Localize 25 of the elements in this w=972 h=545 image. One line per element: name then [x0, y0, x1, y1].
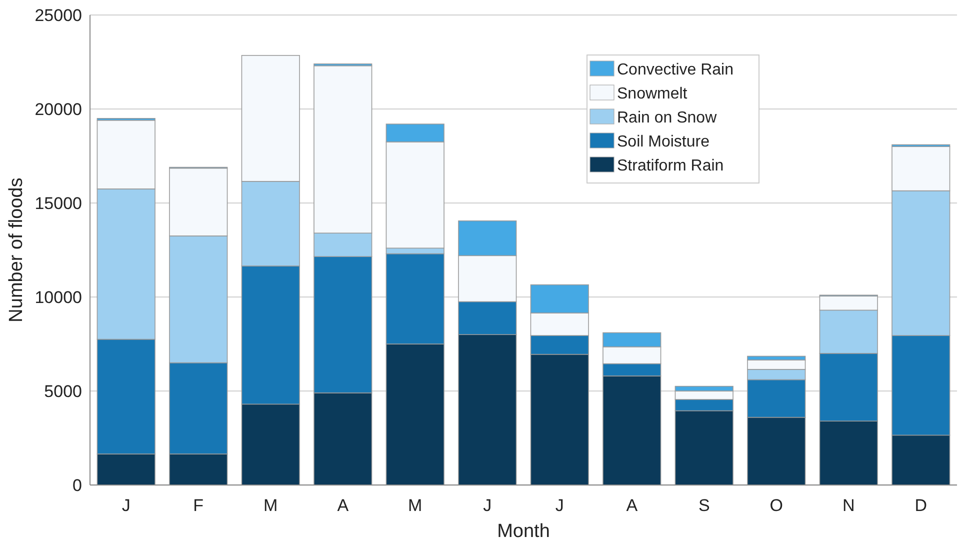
- y-tick-label: 5000: [44, 382, 82, 401]
- y-tick-label: 15000: [34, 194, 82, 213]
- x-tick-label: J: [483, 496, 492, 515]
- x-tick-label: S: [698, 496, 710, 515]
- y-axis-title: Number of floods: [6, 178, 27, 322]
- x-tick-label: F: [193, 496, 204, 515]
- x-tick-label: A: [337, 496, 350, 515]
- x-tick-label: N: [842, 496, 855, 515]
- x-tick-label: D: [914, 496, 928, 515]
- legend-label: Snowmelt: [617, 86, 688, 103]
- x-tick-label: A: [626, 496, 638, 515]
- y-tick-label: 20000: [34, 100, 82, 119]
- x-tick-label: M: [408, 496, 422, 515]
- x-tick-label: O: [770, 496, 783, 515]
- x-tick-label: J: [555, 496, 564, 515]
- x-tick-label: J: [122, 496, 130, 515]
- y-tick-label: 0: [72, 476, 82, 495]
- legend-label: Rain on Snow: [617, 110, 718, 127]
- x-axis-title: Month: [497, 521, 550, 542]
- legend-label: Convective Rain: [617, 62, 734, 79]
- legend-label: Soil Moisture: [617, 134, 710, 151]
- y-tick-label: 10000: [34, 288, 82, 307]
- legend-label: Stratiform Rain: [617, 158, 724, 175]
- y-tick-label: 25000: [34, 6, 82, 25]
- x-tick-label: M: [264, 496, 278, 515]
